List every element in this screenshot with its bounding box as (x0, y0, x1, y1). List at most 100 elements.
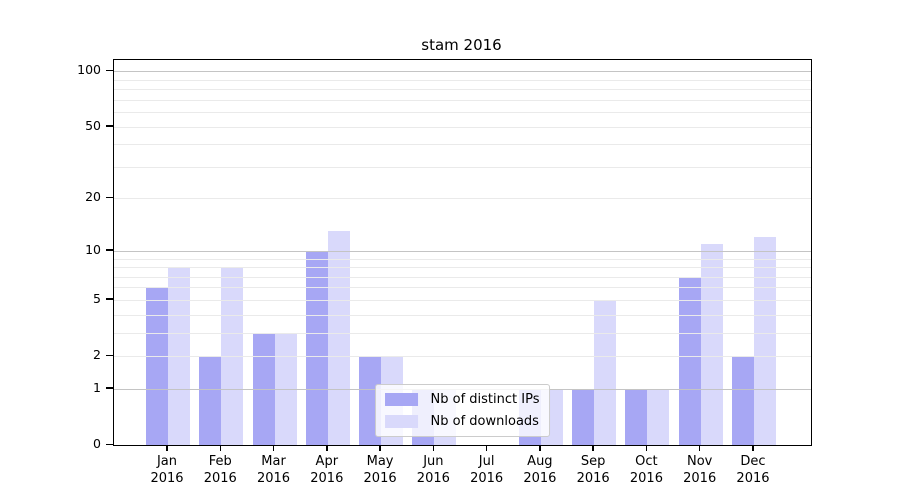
x-tick-year: 2016 (629, 471, 663, 486)
bar-downloads-apr (327, 231, 350, 445)
x-tick-mark (698, 445, 701, 451)
x-tick-month: Apr (315, 454, 339, 469)
y-tick-label: 100 (77, 62, 101, 78)
x-tick-month: Sep (580, 454, 606, 469)
minor-gridline (114, 166, 811, 168)
x-tick-mark (752, 445, 754, 451)
x-tick-year: 2016 (256, 471, 291, 486)
legend-label-distinct-ips: Nb of distinct IPs (430, 392, 540, 407)
x-tick-label: Jun 2016 (405, 453, 461, 487)
minor-gridline (114, 356, 811, 358)
minor-gridline (114, 198, 811, 200)
minor-gridline (114, 299, 811, 301)
x-tick-mark (645, 445, 648, 451)
y-tick-mark (106, 354, 113, 357)
y-tick-mark (106, 298, 113, 300)
minor-gridline (114, 332, 811, 334)
x-tick-mark (379, 445, 381, 451)
x-tick-label: Dec 2016 (725, 453, 781, 487)
bar-distinct-ips-nov (678, 276, 701, 445)
x-tick-label: Oct 2016 (618, 453, 674, 487)
x-tick-year: 2016 (683, 471, 717, 486)
minor-gridline (114, 314, 811, 316)
minor-gridline (114, 287, 811, 289)
x-tick-year: 2016 (150, 471, 184, 486)
bar-distinct-ips-sep (572, 388, 595, 445)
y-tick-label: 50 (85, 117, 101, 133)
minor-gridline (114, 276, 811, 278)
y-tick-mark (106, 196, 113, 199)
bar-downloads-sep (594, 299, 617, 445)
legend-swatch-distinct-ips (384, 393, 418, 406)
x-tick-year: 2016 (470, 471, 504, 486)
x-tick-month: Nov (687, 454, 713, 469)
x-tick-label: Feb 2016 (192, 453, 248, 487)
minor-gridline (114, 89, 811, 91)
x-tick-month: May (366, 454, 394, 469)
plot-area: Nb of distinct IPs Nb of downloads (113, 59, 812, 446)
y-tick-label: 0 (93, 436, 101, 451)
major-gridline (114, 250, 811, 252)
x-tick-label: Sep 2016 (565, 453, 621, 487)
y-tick-mark (106, 125, 113, 127)
x-tick-year: 2016 (310, 471, 344, 486)
x-tick-month: Mar (261, 454, 286, 469)
minor-gridline (114, 99, 811, 101)
x-tick-mark (166, 445, 168, 451)
x-tick-mark (592, 445, 594, 451)
x-tick-month: Jan (156, 454, 178, 469)
x-tick-month: Aug (527, 454, 553, 469)
y-tick-label: 20 (85, 189, 101, 205)
x-tick-label: Mar 2016 (246, 453, 302, 487)
major-gridline (114, 71, 811, 73)
x-tick-mark (485, 445, 488, 451)
x-tick-year: 2016 (416, 471, 450, 486)
bar-distinct-ips-jan (146, 287, 168, 445)
y-tick-mark (106, 69, 113, 72)
y-tick-mark (106, 249, 113, 251)
minor-gridline (114, 267, 811, 269)
x-tick-year: 2016 (203, 471, 237, 486)
bar-distinct-ips-feb (199, 356, 222, 445)
y-tick-label: 10 (85, 241, 101, 257)
x-tick-month: Feb (208, 454, 232, 469)
x-tick-year: 2016 (736, 471, 770, 486)
chart-title: stam 2016 (421, 36, 502, 54)
x-tick-label: May 2016 (352, 453, 408, 487)
legend: Nb of distinct IPs Nb of downloads (374, 384, 551, 437)
bar-downloads-nov (700, 243, 723, 445)
legend-swatch-downloads (384, 415, 418, 428)
x-tick-month: Oct (635, 454, 658, 469)
bar-downloads-dec (753, 237, 776, 445)
legend-label-downloads: Nb of downloads (430, 414, 539, 429)
x-tick-year: 2016 (576, 471, 610, 486)
bar-downloads-oct (647, 388, 670, 445)
legend-entry-distinct-ips: Nb of distinct IPs (384, 392, 540, 407)
y-tick-label: 5 (93, 290, 101, 306)
x-tick-label: Aug 2016 (512, 453, 568, 487)
x-tick-mark (219, 445, 222, 451)
legend-entry-downloads: Nb of downloads (384, 414, 540, 429)
y-tick-label: 2 (93, 347, 101, 363)
x-tick-mark (326, 445, 328, 451)
x-tick-mark (432, 445, 435, 451)
minor-gridline (114, 144, 811, 146)
bar-distinct-ips-oct (625, 388, 648, 445)
minor-gridline (114, 126, 811, 128)
x-tick-month: Dec (740, 454, 766, 469)
y-tick-label: 1 (93, 379, 101, 395)
bar-distinct-ips-dec (731, 356, 754, 445)
x-tick-label: Jul 2016 (459, 453, 515, 487)
x-tick-month: Jul (478, 454, 495, 469)
minor-gridline (114, 79, 811, 81)
bar-distinct-ips-apr (305, 250, 328, 445)
y-tick-mark (106, 443, 113, 445)
x-tick-mark (272, 445, 275, 451)
x-tick-label: Apr 2016 (299, 453, 355, 487)
x-tick-mark (539, 445, 541, 451)
x-tick-year: 2016 (363, 471, 397, 486)
minor-gridline (114, 258, 811, 260)
minor-gridline (114, 112, 811, 114)
x-tick-year: 2016 (523, 471, 557, 486)
